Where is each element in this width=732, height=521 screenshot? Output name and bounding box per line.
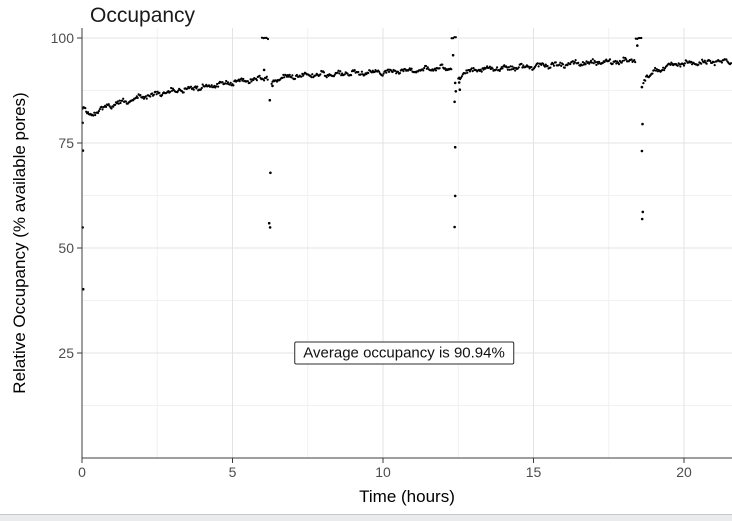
x-tick-label: 10 bbox=[375, 464, 391, 480]
x-axis-title: Time (hours) bbox=[359, 487, 455, 506]
x-tick-label: 0 bbox=[78, 464, 86, 480]
y-axis-title: Relative Occupancy (% available pores) bbox=[10, 92, 29, 394]
y-tick-label: 75 bbox=[58, 135, 74, 151]
window-bottom-strip bbox=[0, 514, 732, 521]
y-tick-label: 25 bbox=[58, 345, 74, 361]
x-tick-label: 15 bbox=[525, 464, 542, 480]
y-tick-label: 100 bbox=[50, 30, 74, 46]
y-tick-label: 50 bbox=[58, 240, 74, 256]
x-tick-label: 5 bbox=[228, 464, 237, 480]
average-occupancy-annotation: Average occupancy is 90.94% bbox=[294, 341, 514, 365]
chart-title: Occupancy bbox=[90, 4, 196, 27]
x-tick-label: 20 bbox=[676, 464, 692, 480]
